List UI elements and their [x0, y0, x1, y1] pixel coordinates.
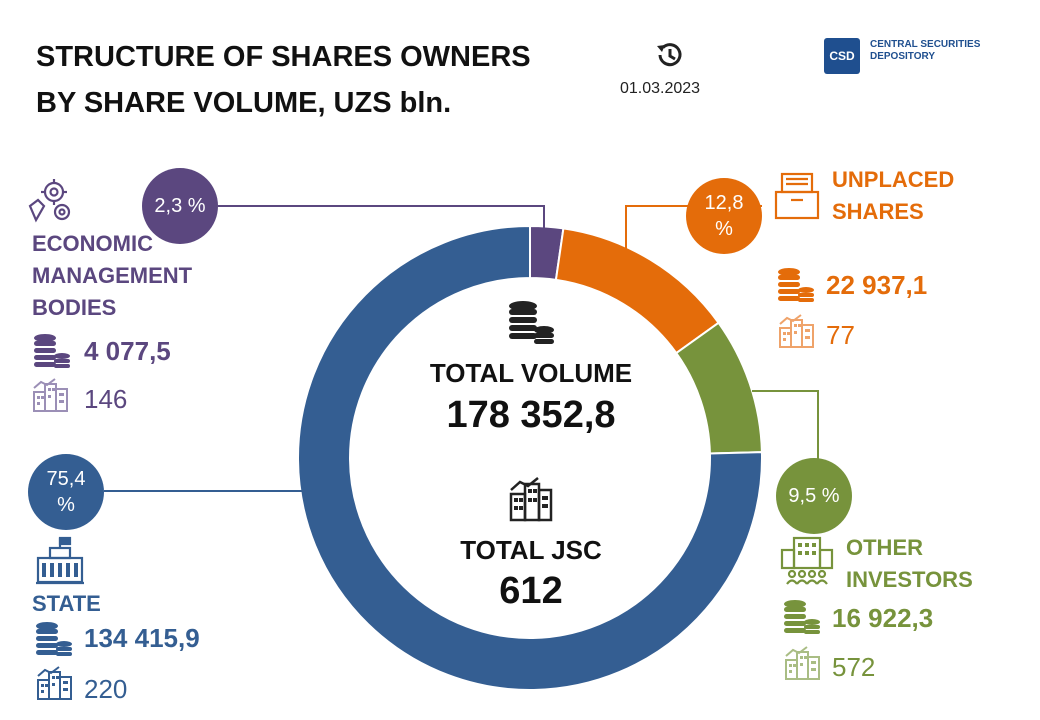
coins-icon	[778, 268, 814, 302]
buildings-icon	[37, 666, 72, 700]
other-jsc-count: 572	[832, 652, 876, 682]
economic-label-line-2: MANAGEMENT	[32, 263, 193, 288]
donut-slice-state	[297, 224, 763, 691]
economic-label-line-1: ECONOMIC	[32, 231, 153, 256]
buildings-icon	[785, 646, 820, 680]
total-volume-value: 178 352,8	[446, 394, 616, 436]
csd-logo: CSD	[824, 38, 860, 74]
other-label-line-2: INVESTORS	[846, 567, 973, 592]
buildings-icon	[509, 477, 553, 522]
economic-label-line-3: BODIES	[32, 295, 117, 320]
chart-title: STRUCTURE OF SHARES OWNERS BY SHARE VOLU…	[36, 34, 531, 126]
unplaced-volume: 22 937,1	[826, 270, 928, 300]
coins-icon	[36, 622, 72, 656]
coins-icon	[34, 334, 70, 368]
government-building-icon	[36, 536, 84, 585]
donut-slices	[297, 224, 763, 691]
state-label: STATE	[32, 591, 101, 616]
unplaced-label-line-1: UNPLACED	[832, 167, 955, 192]
buildings-icon	[779, 314, 814, 348]
unplaced-label: UNPLACED SHARES	[832, 164, 954, 228]
economic-jsc-count: 146	[84, 384, 128, 414]
other-label-line-1: OTHER	[846, 535, 923, 560]
other-volume: 16 922,3	[832, 603, 934, 633]
unplaced-label-line-2: SHARES	[832, 199, 924, 224]
leader-line-other	[752, 390, 819, 462]
economic-volume: 4 077,5	[84, 336, 171, 366]
logo-line-2: DEPOSITORY	[870, 51, 936, 62]
total-jsc-value: 612	[499, 570, 563, 612]
title-line-1: STRUCTURE OF SHARES OWNERS	[36, 41, 531, 73]
unplaced-jsc-count: 77	[826, 320, 855, 350]
other-percent-badge: 9,5 %	[776, 458, 852, 534]
state-volume: 134 415,9	[84, 623, 200, 653]
title-line-2: BY SHARE VOLUME, UZS bln.	[36, 87, 452, 119]
other-label: OTHER INVESTORS	[846, 532, 973, 596]
buildings-icon	[33, 378, 68, 412]
state-jsc-count: 220	[84, 674, 128, 704]
total-volume-label: TOTAL VOLUME	[429, 358, 633, 388]
archive-box-icon	[774, 172, 820, 220]
coins-icon	[509, 301, 554, 344]
unplaced-percent-badge: 12,8 %	[686, 178, 762, 254]
logo-line-1: CENTRAL SECURITIES	[870, 39, 981, 50]
history-icon	[657, 43, 682, 67]
economic-percent-badge: 2,3 %	[142, 168, 218, 244]
leader-line-economic	[218, 205, 545, 230]
report-date: 01.03.2023	[620, 80, 701, 97]
gears-icon	[28, 179, 71, 223]
total-jsc-label: TOTAL JSC	[460, 535, 602, 565]
office-people-icon	[780, 536, 834, 585]
coins-icon	[784, 600, 820, 634]
economic-label: ECONOMIC MANAGEMENT BODIES	[32, 228, 192, 324]
state-percent-badge: 75,4 %	[28, 454, 104, 530]
logo-text: CENTRAL SECURITIES DEPOSITORY	[870, 39, 980, 63]
donut-slice-unplaced	[554, 227, 720, 355]
